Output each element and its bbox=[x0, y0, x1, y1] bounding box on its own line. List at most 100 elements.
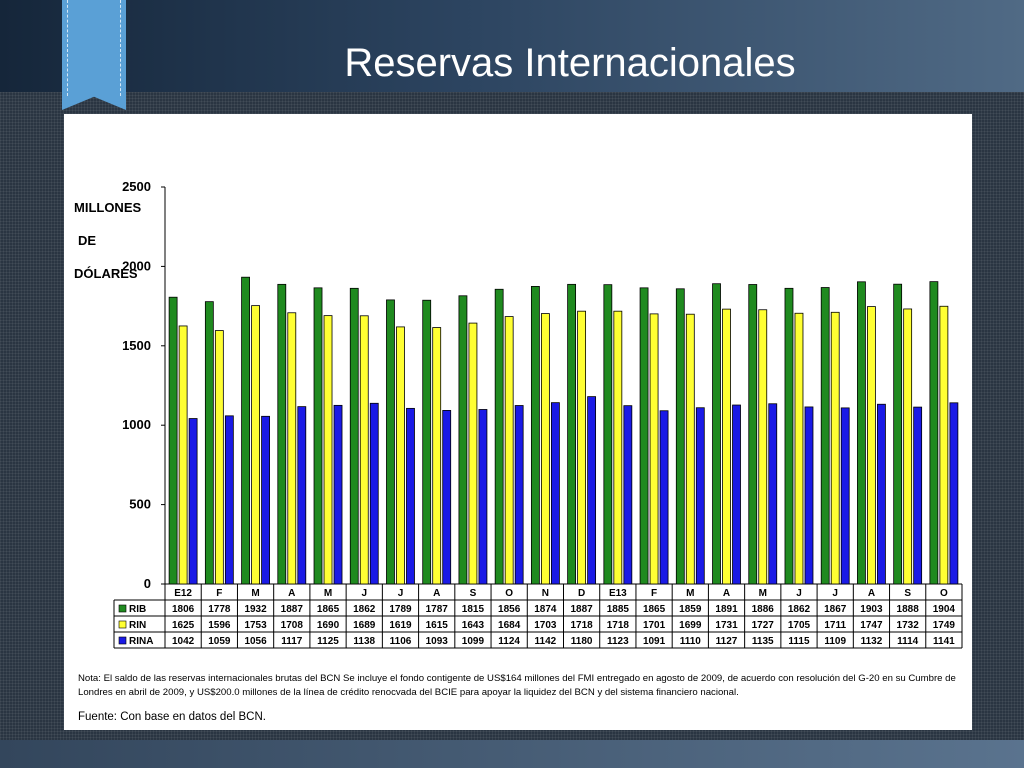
bar-rib bbox=[784, 287, 794, 585]
bar-rina bbox=[587, 396, 597, 585]
bar-rin bbox=[323, 315, 333, 585]
bar-rib bbox=[567, 283, 577, 585]
bar-rin bbox=[794, 312, 804, 585]
x-tick-label: J bbox=[796, 588, 802, 599]
data-label-rina: 1106 bbox=[390, 636, 412, 647]
bar-rina bbox=[550, 402, 560, 585]
data-label-rin: 1596 bbox=[208, 620, 231, 631]
bookmark-ribbon-stitching bbox=[67, 0, 121, 96]
y-tick-label: 500 bbox=[129, 497, 151, 512]
data-label-rib: 1862 bbox=[353, 604, 376, 615]
bar-rina bbox=[369, 402, 379, 585]
data-label-rib: 1886 bbox=[752, 604, 775, 615]
slide-title: Reservas Internacionales bbox=[344, 41, 796, 85]
data-label-rina: 1123 bbox=[607, 636, 629, 647]
bar-rin bbox=[830, 311, 840, 585]
legend-label-rina: RINA bbox=[129, 636, 153, 647]
bar-rib bbox=[639, 287, 649, 585]
x-tick-label: M bbox=[324, 588, 332, 599]
data-label-rin: 1705 bbox=[788, 620, 811, 631]
legend-label-rib: RIB bbox=[129, 604, 146, 615]
bar-rib bbox=[820, 287, 830, 585]
data-label-rib: 1865 bbox=[643, 604, 666, 615]
data-label-rib: 1806 bbox=[172, 604, 195, 615]
x-tick-label: D bbox=[578, 588, 585, 599]
data-label-rib: 1789 bbox=[389, 604, 412, 615]
bar-rib bbox=[313, 287, 323, 585]
slide-footer-band bbox=[0, 740, 1024, 768]
bar-rib bbox=[712, 283, 721, 585]
bar-rib bbox=[386, 299, 395, 585]
x-tick-label: M bbox=[686, 588, 694, 599]
bar-rin bbox=[468, 322, 478, 585]
data-label-rib: 1867 bbox=[824, 604, 847, 615]
bar-rin bbox=[867, 306, 876, 585]
data-label-rin: 1615 bbox=[426, 620, 449, 631]
x-tick-label: O bbox=[505, 588, 513, 599]
x-tick-label: M bbox=[759, 588, 767, 599]
bar-rib bbox=[929, 281, 939, 585]
x-tick-label: J bbox=[361, 588, 367, 599]
bar-rin bbox=[396, 326, 405, 585]
data-label-rin: 1708 bbox=[281, 620, 304, 631]
data-label-rina: 1056 bbox=[244, 636, 267, 647]
bar-rin bbox=[504, 316, 514, 585]
bar-rina bbox=[659, 410, 669, 585]
bar-rib bbox=[857, 281, 866, 585]
data-label-rin: 1619 bbox=[389, 620, 412, 631]
bar-rin bbox=[577, 310, 587, 585]
x-tick-label: F bbox=[651, 588, 657, 599]
bar-rib bbox=[204, 301, 214, 585]
x-tick-label: E12 bbox=[174, 588, 192, 599]
bar-rina bbox=[623, 405, 633, 585]
data-label-rina: 1124 bbox=[498, 636, 520, 647]
data-label-rib: 1885 bbox=[607, 604, 630, 615]
data-label-rib: 1874 bbox=[534, 604, 557, 615]
data-label-rina: 1109 bbox=[824, 636, 846, 647]
data-label-rib: 1903 bbox=[860, 604, 883, 615]
data-label-rib: 1787 bbox=[426, 604, 449, 615]
bar-rin bbox=[939, 305, 949, 585]
bar-rina bbox=[840, 407, 850, 585]
data-label-rin: 1699 bbox=[679, 620, 702, 631]
data-label-rib: 1904 bbox=[933, 604, 956, 615]
bar-rina bbox=[768, 403, 778, 585]
data-label-rina: 1042 bbox=[172, 636, 195, 647]
data-label-rib: 1887 bbox=[570, 604, 593, 615]
y-tick-label: 2500 bbox=[122, 179, 151, 194]
bar-rib bbox=[530, 286, 540, 585]
data-label-rib: 1815 bbox=[462, 604, 485, 615]
bar-rina bbox=[406, 407, 415, 585]
bar-rina bbox=[442, 410, 452, 585]
bookmark-ribbon bbox=[62, 0, 126, 110]
bar-rina bbox=[695, 407, 705, 585]
bar-rib bbox=[675, 288, 685, 585]
slide-header-background bbox=[0, 0, 1024, 92]
legend-label-rin: RIN bbox=[129, 620, 146, 631]
bar-rina bbox=[297, 406, 307, 585]
data-label-rina: 1141 bbox=[933, 636, 955, 647]
data-label-rin: 1732 bbox=[897, 620, 920, 631]
bar-rib bbox=[893, 283, 903, 585]
bar-rin bbox=[649, 313, 659, 585]
data-label-rin: 1701 bbox=[643, 620, 666, 631]
data-label-rina: 1093 bbox=[426, 636, 449, 647]
x-tick-label: S bbox=[904, 588, 911, 599]
chart-note: Nota: El saldo de las reservas internaci… bbox=[78, 673, 956, 698]
x-tick-label: O bbox=[940, 588, 948, 599]
data-label-rina: 1127 bbox=[716, 636, 738, 647]
data-label-rina: 1132 bbox=[861, 636, 883, 647]
data-label-rina: 1099 bbox=[462, 636, 485, 647]
legend-swatch-rina bbox=[118, 636, 127, 645]
bar-rib bbox=[422, 299, 432, 585]
data-label-rib: 1865 bbox=[317, 604, 340, 615]
bar-rib bbox=[603, 284, 613, 585]
bar-rina bbox=[261, 415, 270, 585]
data-label-rina: 1138 bbox=[353, 636, 375, 647]
data-label-rib: 1856 bbox=[498, 604, 521, 615]
x-tick-label: N bbox=[542, 588, 549, 599]
data-label-rin: 1684 bbox=[498, 620, 521, 631]
data-label-rib: 1932 bbox=[244, 604, 267, 615]
bar-rina bbox=[224, 415, 234, 585]
